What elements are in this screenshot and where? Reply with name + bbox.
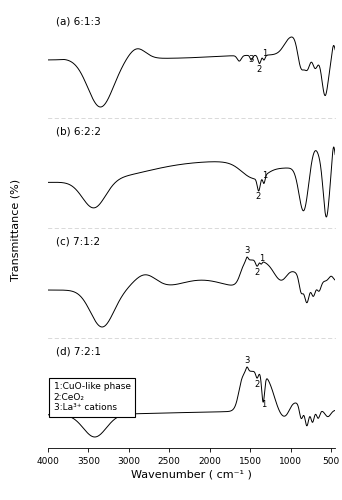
Text: 3: 3 — [244, 356, 249, 365]
Text: (b) 6:2:2: (b) 6:2:2 — [56, 126, 102, 136]
Text: (d) 7:2:1: (d) 7:2:1 — [56, 346, 102, 356]
X-axis label: Wavenumber ( cm⁻¹ ): Wavenumber ( cm⁻¹ ) — [131, 470, 252, 480]
Text: Transmittance (%): Transmittance (%) — [10, 179, 20, 281]
Text: (c) 7:1:2: (c) 7:1:2 — [56, 236, 101, 246]
Text: 1: 1 — [262, 49, 267, 58]
Text: 1: 1 — [259, 254, 265, 263]
Text: 1: 1 — [262, 172, 267, 180]
Text: 2: 2 — [254, 380, 260, 388]
Text: (a) 6:1:3: (a) 6:1:3 — [56, 16, 101, 26]
Text: 1: 1 — [261, 400, 266, 409]
Text: 2: 2 — [257, 65, 262, 74]
Text: 3: 3 — [248, 55, 254, 64]
Text: 3: 3 — [244, 246, 249, 256]
Text: 2: 2 — [256, 192, 261, 201]
Text: 1:CuO-like phase
2:CeO₂
3:La³⁺ cations: 1:CuO-like phase 2:CeO₂ 3:La³⁺ cations — [54, 382, 131, 412]
Text: 2: 2 — [254, 268, 260, 276]
